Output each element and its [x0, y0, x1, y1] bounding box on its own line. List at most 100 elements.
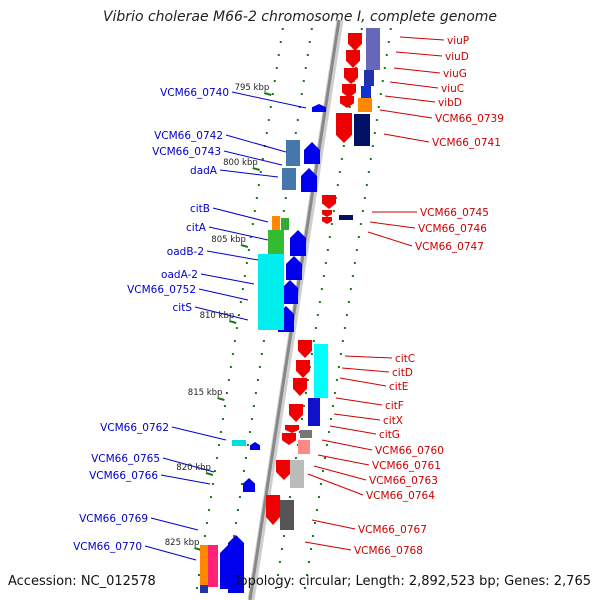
ruler-dot	[331, 405, 334, 407]
ruler-dot	[240, 483, 243, 485]
minus-gene-label: VCM66_0764	[366, 490, 435, 502]
ruler-dot	[269, 106, 272, 108]
ruler-dot	[353, 262, 356, 264]
ruler-dot	[271, 93, 274, 95]
ruler-dot	[229, 366, 232, 368]
ruler-dot	[294, 457, 297, 459]
ruler-dot	[256, 379, 259, 381]
ruler-dot	[306, 379, 309, 381]
minus-label-leader	[304, 541, 352, 551]
plus-gene-arrow	[220, 545, 236, 589]
ruler-dot	[316, 314, 319, 316]
minus-label-leader	[369, 221, 416, 229]
plus-gene-block	[268, 230, 284, 254]
minus-gene-label: citE	[389, 381, 408, 393]
plus-gene-label: VCM66_0752	[127, 284, 196, 296]
minus-label-leader	[321, 439, 373, 451]
ruler-dot	[281, 28, 284, 30]
ruler-dot	[357, 236, 360, 238]
minus-label-leader	[339, 377, 387, 387]
minus-gene-arrow	[322, 210, 332, 217]
ruler-dot	[339, 353, 342, 355]
plus-gene-label: oadB-2	[167, 246, 204, 258]
ruler-dot	[303, 587, 306, 589]
minus-gene-arrow	[342, 84, 356, 98]
scale-label: 800 kbp	[223, 158, 258, 168]
minus-gene-label: citG	[379, 429, 400, 441]
minus-label-leader	[329, 425, 377, 435]
plus-label-leader	[150, 517, 199, 531]
ruler-dot	[237, 314, 240, 316]
ruler-dot	[300, 418, 303, 420]
minus-label-leader	[379, 109, 433, 119]
scale-tick	[217, 397, 225, 401]
plus-gene-block	[281, 218, 289, 230]
ruler-dot	[255, 197, 258, 199]
ruler-dot	[282, 210, 285, 212]
ruler-dot	[338, 171, 341, 173]
ruler-dot	[343, 327, 346, 329]
ruler-dot	[211, 483, 214, 485]
ruler-dot	[369, 158, 372, 160]
plus-gene-label: VCM66_0740	[160, 87, 229, 99]
ruler-dot	[241, 288, 244, 290]
ruler-dot	[233, 340, 236, 342]
minus-gene-block	[300, 430, 312, 438]
plus-label-leader	[144, 545, 197, 561]
ruler-dot	[217, 444, 220, 446]
plus-label-leader	[219, 169, 279, 178]
ruler-dot	[284, 197, 287, 199]
ruler-dot	[375, 119, 378, 121]
ruler-dot	[236, 509, 239, 511]
ruler-dot	[258, 366, 261, 368]
plus-gene-label: dadA	[190, 165, 218, 177]
ruler-dot	[335, 379, 338, 381]
ruler-dot	[235, 327, 238, 329]
ruler-dot	[348, 106, 351, 108]
ruler-dot	[248, 431, 251, 433]
plus-gene-block	[208, 545, 218, 587]
ruler-dot	[307, 561, 310, 563]
plus-gene-label: citB	[190, 203, 210, 215]
diagram-title: Vibrio cholerae M66-2 chromosome I, comp…	[102, 9, 498, 25]
minus-gene-block	[364, 70, 374, 86]
ruler-dot	[257, 184, 260, 186]
ruler-dot	[238, 496, 241, 498]
plus-gene-label: citS	[173, 302, 193, 314]
ruler-dot	[345, 314, 348, 316]
ruler-dot	[243, 275, 246, 277]
plus-label-leader	[200, 273, 255, 285]
ruler-dot	[365, 184, 368, 186]
ruler-dot	[359, 223, 362, 225]
ruler-dot	[355, 249, 358, 251]
minus-label-leader	[311, 519, 356, 530]
plus-label-leader	[206, 250, 259, 261]
ruler-dot	[377, 106, 380, 108]
plus-label-leader	[171, 426, 227, 441]
ruler-dot	[207, 509, 210, 511]
plus-gene-arrow	[312, 104, 326, 112]
ruler-dot	[363, 197, 366, 199]
ruler-dot	[239, 301, 242, 303]
ruler-dot	[325, 444, 328, 446]
plus-gene-label: VCM66_0766	[89, 470, 158, 482]
minus-gene-label: VCM66_0768	[354, 545, 423, 557]
ruler-dot	[262, 340, 265, 342]
ruler-dot	[246, 444, 249, 446]
ruler-dot	[259, 171, 262, 173]
minus-gene-label: VCM66_0741	[432, 137, 501, 149]
plus-gene-arrow	[243, 478, 255, 492]
ruler-dot	[278, 561, 281, 563]
ruler-dot	[225, 392, 228, 394]
plus-gene-block	[258, 254, 284, 330]
minus-label-leader	[333, 413, 381, 421]
ruler-dot	[341, 340, 344, 342]
ruler-dot	[313, 522, 316, 524]
ruler-dot	[260, 353, 263, 355]
gene-labels: VCM66_0740 VCM66_0742 VCM66_0743 dadA citB ci…	[73, 35, 504, 557]
ruler-dot	[209, 496, 212, 498]
minus-label-leader	[341, 367, 390, 373]
plus-label-leader	[198, 288, 249, 301]
plus-gene-label: VCM66_0770	[73, 541, 142, 553]
